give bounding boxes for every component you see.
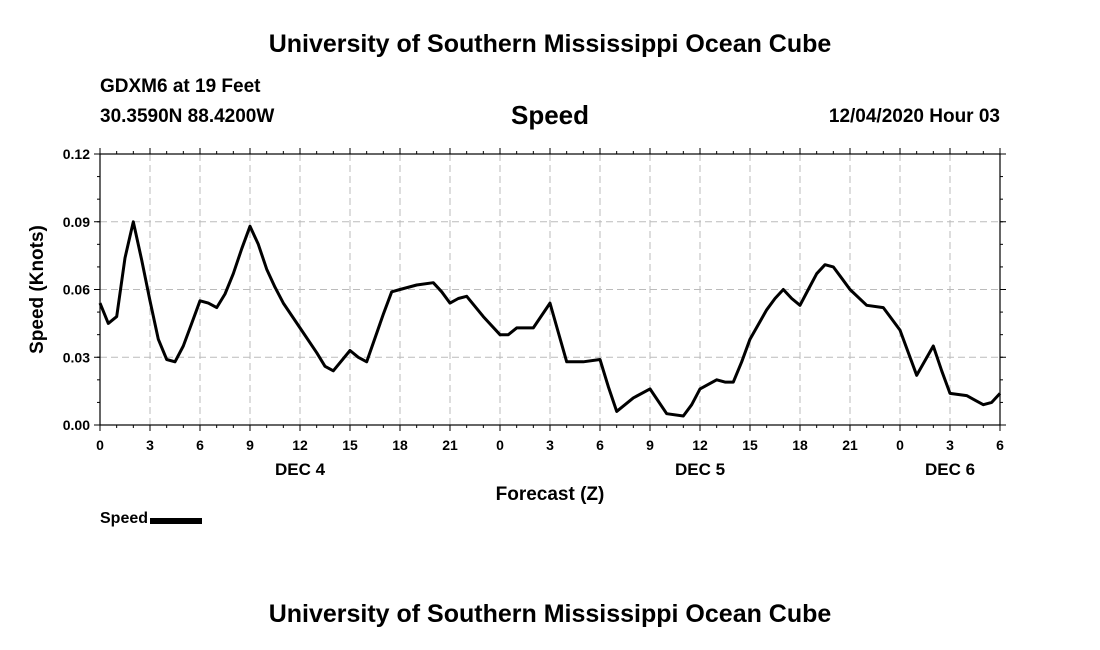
x-tick-label: 15: [342, 437, 358, 453]
day-label: DEC 5: [675, 460, 725, 479]
x-tick-label: 12: [292, 437, 308, 453]
x-tick-label: 9: [246, 437, 254, 453]
grid: [100, 154, 1000, 425]
legend: Speed: [100, 510, 203, 528]
x-axis-title: Forecast (Z): [496, 484, 605, 505]
x-tick-label: 0: [96, 437, 104, 453]
x-tick-label: 18: [392, 437, 408, 453]
axis-ticks: [94, 148, 1006, 431]
x-tick-label: 0: [896, 437, 904, 453]
forecast-datetime: 12/04/2020 Hour 03: [828, 106, 1000, 127]
x-tick-label: 6: [996, 437, 1004, 453]
y-tick-label: 0.09: [63, 214, 90, 230]
page-title: University of Southern Mississippi Ocean…: [268, 30, 832, 58]
x-tick-labels: 0 3 6 9 12 15 18 21 0 3 6 9 12 15 18 21 0 3 6: [96, 437, 1004, 453]
y-axis-title: Speed (Knots): [27, 225, 48, 354]
x-tick-label: 9: [646, 437, 654, 453]
x-tick-label: 6: [596, 437, 604, 453]
x-tick-label: 3: [146, 437, 154, 453]
y-tick-label: 0.03: [63, 349, 90, 365]
x-tick-label: 3: [546, 437, 554, 453]
x-tick-label: 12: [692, 437, 708, 453]
y-tick-labels: 0.00 0.03 0.06 0.09 0.12: [63, 146, 90, 433]
x-tick-label: 21: [842, 437, 858, 453]
x-tick-label: 6: [196, 437, 204, 453]
speed-series-line: [98, 220, 1002, 418]
day-labels: DEC 4 DEC 5 DEC 6: [275, 460, 975, 479]
x-tick-label: 21: [442, 437, 458, 453]
x-tick-label: 0: [496, 437, 504, 453]
x-tick-label: 18: [792, 437, 808, 453]
y-tick-label: 0.06: [63, 282, 90, 298]
station-label: GDXM6 at 19 Feet: [100, 76, 261, 97]
footer-title: University of Southern Mississippi Ocean…: [268, 600, 832, 628]
legend-swatch: [150, 518, 203, 524]
legend-label: Speed: [100, 510, 149, 527]
day-label: DEC 6: [925, 460, 975, 479]
y-tick-label: 0.00: [63, 417, 90, 433]
x-tick-label: 15: [742, 437, 758, 453]
station-coordinates: 30.3590N 88.4200W: [100, 106, 275, 127]
day-label: DEC 4: [275, 460, 326, 479]
y-tick-label: 0.12: [63, 146, 90, 162]
chart-title: Speed: [510, 100, 590, 130]
x-tick-label: 3: [946, 437, 954, 453]
